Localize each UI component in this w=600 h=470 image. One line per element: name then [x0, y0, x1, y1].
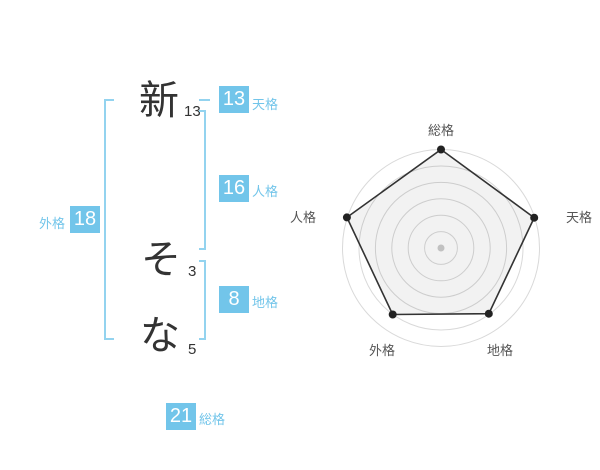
svg-text:地格: 地格 [487, 343, 513, 358]
svg-text:総格: 総格 [428, 123, 454, 138]
svg-text:人格: 人格 [290, 210, 316, 225]
svg-text:外格: 外格 [369, 343, 395, 358]
svg-text:天格: 天格 [566, 210, 592, 225]
